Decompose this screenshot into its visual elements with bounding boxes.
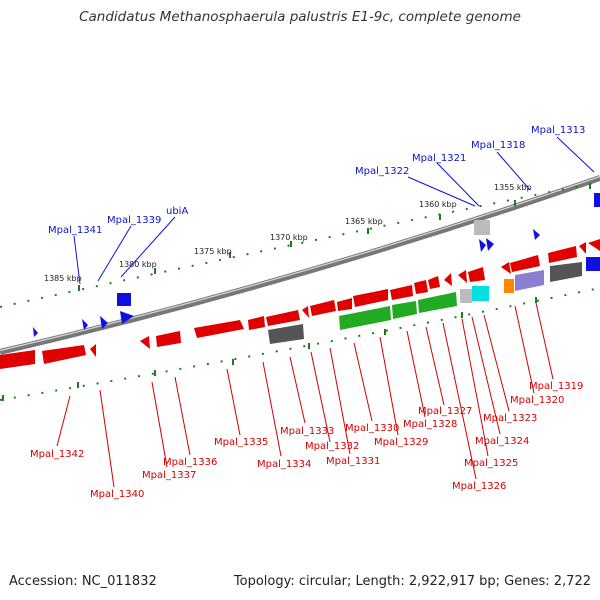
gene-label-reverse: Mpal_1337	[142, 470, 196, 481]
gene-label-reverse: Mpal_1326	[452, 481, 506, 492]
gene-forward-mpal-1338b	[120, 311, 134, 324]
accession-text: Accession: NC_011832	[9, 574, 157, 589]
gene-reverse-mpal-1318b	[548, 246, 577, 263]
gene-label-forward: Mpal_1318	[471, 140, 525, 151]
gene-forward-ubia	[100, 316, 108, 329]
gene-label-reverse: Mpal_1324	[475, 436, 529, 447]
genome-backbone	[0, 175, 600, 355]
gene-label-forward: ubiA	[166, 206, 188, 217]
gene-label-reverse: Mpal_1333	[280, 426, 334, 437]
inner-major-ticks	[2, 297, 537, 401]
scale-label: 1380 kbp	[119, 260, 157, 269]
gene-reverse-mpal-1330	[337, 298, 352, 311]
scale-label: 1375 kbp	[194, 247, 232, 256]
map-title: Candidatus Methanosphaerula palustris E1…	[79, 9, 521, 25]
scale-label: 1370 kbp	[270, 233, 308, 242]
gene-forward-mpal-1312	[586, 257, 600, 271]
gene-reverse-mpal-1326	[428, 276, 440, 289]
gene-reverse-mpal-1335	[194, 320, 244, 338]
gene-reverse-mpal-1337	[140, 336, 150, 349]
reverse-leaders	[56, 302, 554, 488]
gene-reverse-mpal-1323	[468, 267, 485, 282]
scale-label: 1365 kbp	[345, 217, 383, 226]
outer-scale-ring	[0, 181, 600, 308]
gene-label-forward: Mpal_1321	[412, 153, 466, 164]
gene-label-forward: Mpal_1341	[48, 225, 102, 236]
cyan-block	[472, 286, 489, 301]
gene-label-reverse: Mpal_1323	[483, 413, 537, 424]
gene-label-reverse: Mpal_1328	[403, 419, 457, 430]
gene-forward-mpal-1318	[533, 229, 540, 240]
gene-reverse-mpal-1331	[310, 300, 336, 316]
reverse-genes	[0, 239, 600, 369]
gene-reverse-mpal-1317	[579, 242, 586, 254]
gene-forward-mpal-1341	[33, 327, 38, 337]
gene-label-reverse: Mpal_1336	[163, 457, 217, 468]
gene-label-reverse: Mpal_1335	[214, 437, 268, 448]
scale-label: 1355 kbp	[494, 183, 532, 192]
gene-forward-mpal-1321	[486, 238, 494, 251]
genome-backbone-highlight	[0, 175, 600, 352]
gene-forward-mpal-1322	[479, 239, 486, 252]
gene-label-reverse: Mpal_1334	[257, 459, 311, 470]
gene-reverse-mpal-1341	[42, 345, 86, 364]
gene-reverse-mpal-1324	[458, 270, 467, 283]
gene-reverse-mpal-1334	[248, 316, 265, 330]
gene-label-reverse: Mpal_1340	[90, 489, 144, 500]
gene-label-reverse: Mpal_1325	[464, 458, 518, 469]
gene-label-forward: Mpal_1322	[355, 166, 409, 177]
gene-reverse-mpal-1316	[588, 239, 600, 251]
gene-reverse-mpal-1342	[0, 350, 35, 369]
gene-forward-mpal-1313	[594, 193, 600, 207]
gene-reverse-mpal-1340	[90, 344, 96, 357]
gene-reverse-mpal-1333	[266, 310, 300, 326]
green-block-c	[418, 292, 457, 313]
gene-label-reverse: Mpal_1332	[305, 441, 359, 452]
gene-forward-mpal-1339	[82, 319, 88, 330]
gene-reverse-mpal-1336	[156, 331, 181, 347]
purple-block	[515, 270, 544, 291]
gene-reverse-mpal-1328	[390, 285, 413, 300]
grey-block-2	[550, 262, 582, 282]
scale-label: 1360 kbp	[419, 200, 457, 209]
gene-label-forward: Mpal_1313	[531, 125, 585, 136]
light-grey-block-2	[460, 289, 472, 303]
gene-reverse-mpal-1329	[353, 289, 388, 307]
gene-label-reverse: Mpal_1342	[30, 449, 84, 460]
gene-label-reverse: Mpal_1329	[374, 437, 428, 448]
light-grey-block	[474, 220, 490, 235]
gene-label-reverse: Mpal_1320	[510, 395, 564, 406]
outer-major-ticks	[78, 183, 591, 291]
scale-label: 1385 kbp	[44, 274, 82, 283]
gene-label-reverse: Mpal_1319	[529, 381, 583, 392]
gene-label-reverse: Mpal_1327	[418, 406, 472, 417]
gene-reverse-mpal-1325	[444, 273, 452, 286]
green-block-b	[392, 301, 417, 319]
gene-reverse-mpal-1327	[414, 280, 428, 294]
topology-text: Topology: circular; Length: 2,922,917 bp…	[233, 574, 591, 589]
inner-scale-ring	[0, 287, 600, 401]
gene-reverse-mpal-1320	[501, 262, 511, 274]
gene-label-reverse: Mpal_1330	[345, 423, 399, 434]
gene-label-forward: Mpal_1339	[107, 215, 161, 226]
forward-genes	[33, 193, 600, 337]
gene-reverse-mpal-1332	[302, 306, 309, 318]
gene-forward-mpal-1338	[117, 293, 131, 306]
forward-leaders	[73, 136, 595, 285]
gene-reverse-mpal-1319	[510, 255, 540, 272]
gene-label-reverse: Mpal_1331	[326, 456, 380, 467]
orange-block	[504, 279, 514, 293]
grey-block-1	[268, 324, 304, 344]
green-block-a	[339, 306, 391, 330]
